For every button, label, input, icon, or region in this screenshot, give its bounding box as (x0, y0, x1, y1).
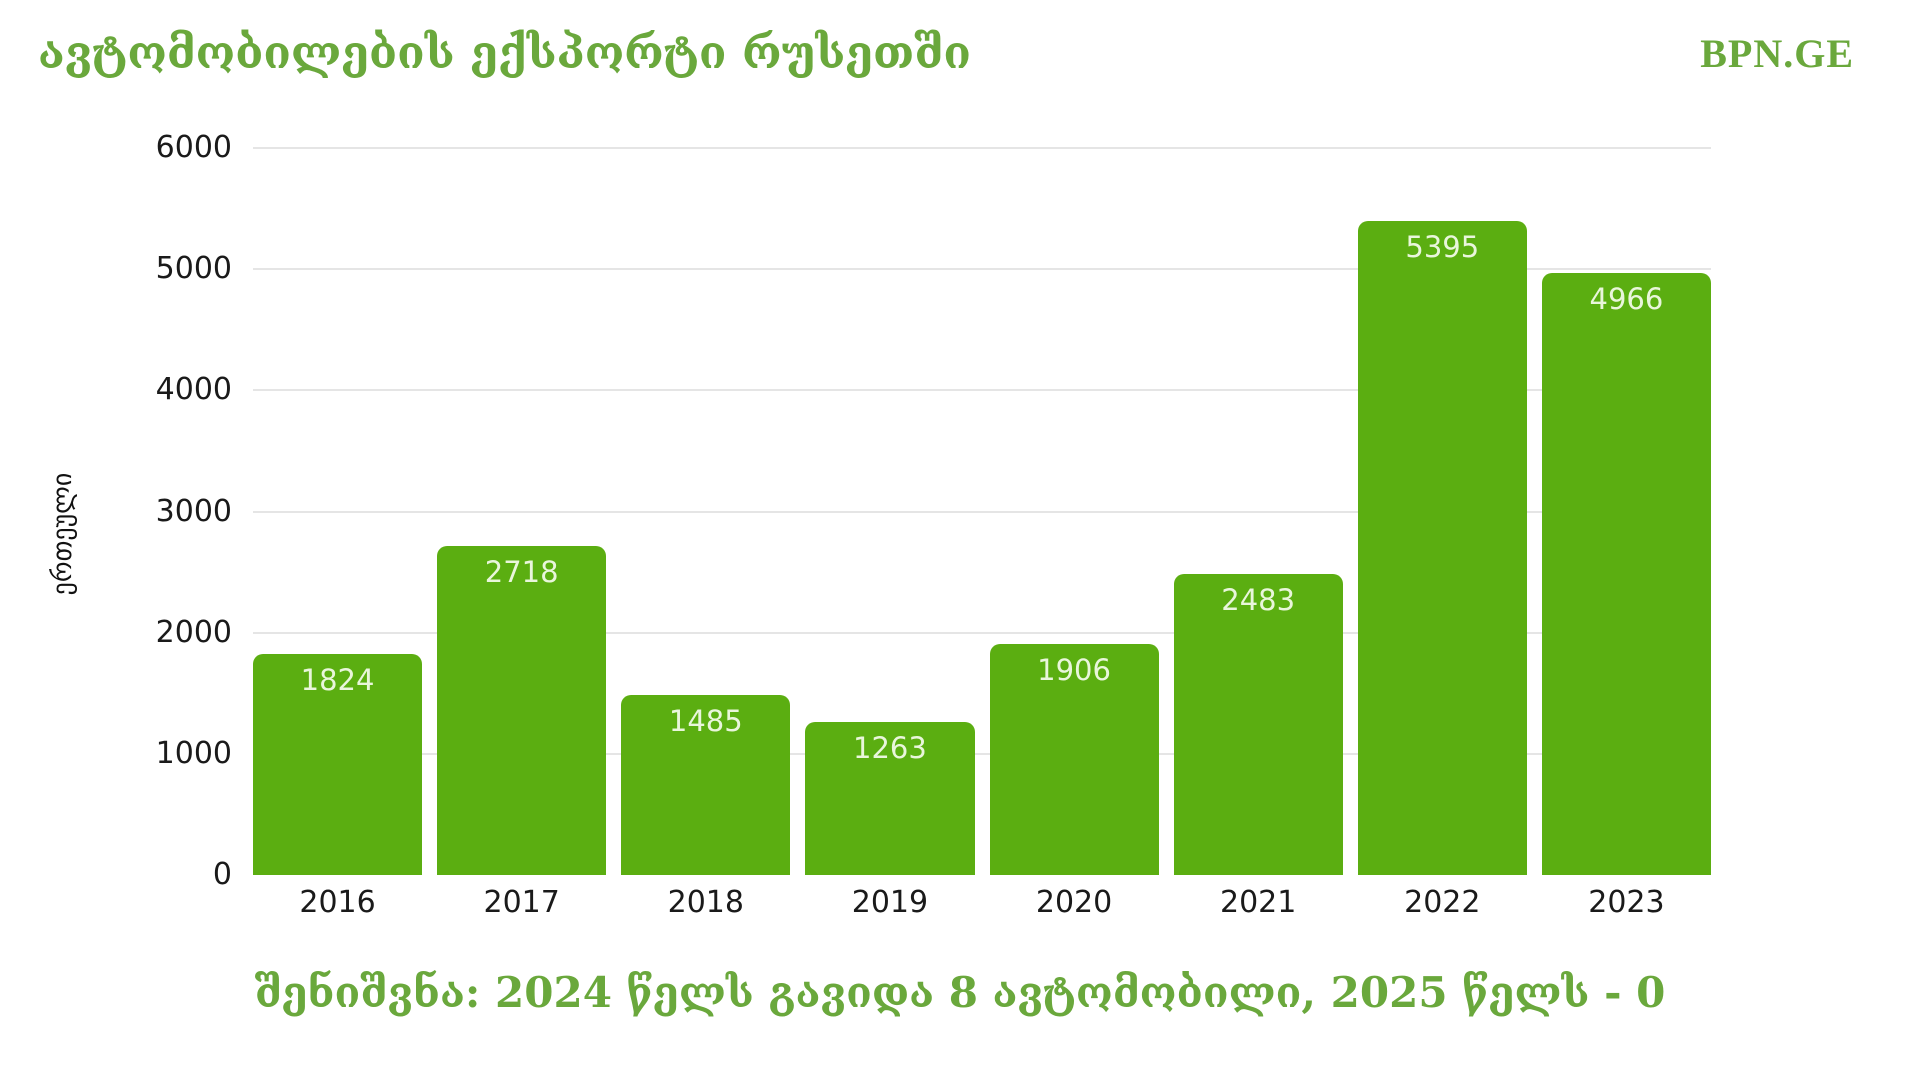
bar: 1263 (805, 721, 975, 875)
gridline (253, 268, 1711, 271)
y-tick-label: 1000 (155, 735, 232, 771)
x-tick-label: 2020 (1035, 885, 1113, 920)
bar-value-label: 1263 (853, 730, 927, 765)
x-tick-label: 2023 (1588, 885, 1665, 920)
y-tick-label: 6000 (155, 130, 232, 165)
bar-value-label: 1824 (300, 663, 375, 697)
y-tick-label: 5000 (155, 251, 232, 287)
bar: 5395 (1357, 221, 1527, 875)
x-tick-label: 2022 (1404, 885, 1481, 920)
bar: 1485 (621, 695, 791, 875)
bar-value-label: 2718 (484, 554, 559, 589)
x-tick-label: 2021 (1220, 885, 1297, 920)
x-tick-label: 2018 (667, 885, 744, 920)
gridline (253, 752, 1711, 755)
y-axis-ticks: 0 1000 2000 3000 4000 5000 6000 (0, 133, 232, 890)
x-tick-label: 2017 (483, 885, 560, 920)
y-tick-label: 0 (212, 857, 232, 892)
brand-logo: BPN.GE (1700, 31, 1854, 76)
bar: 2718 (437, 545, 607, 875)
gridline (253, 510, 1711, 513)
chart-title: ავტომობილების ექსპორტი რუსეთში (38, 26, 971, 79)
bar-value-label: 1485 (668, 704, 743, 739)
bar-value-label: 1906 (1037, 653, 1111, 688)
bar: 4966 (1541, 273, 1711, 875)
gridline (253, 631, 1711, 634)
bar-value-label: 4966 (1589, 282, 1664, 317)
y-tick-label: 2000 (155, 614, 232, 650)
bar-value-label: 2483 (1221, 583, 1296, 618)
y-tick-label: 4000 (155, 372, 232, 408)
footnote: შენიშვნა: 2024 წელს გავიდა 8 ავტომობილი,… (254, 968, 1666, 1017)
gridline (253, 389, 1711, 392)
bar: 1906 (989, 644, 1159, 875)
bar: 1824 (253, 654, 423, 875)
x-tick-label: 2016 (299, 885, 376, 920)
bar-value-label: 5395 (1405, 230, 1480, 265)
gridline (253, 147, 1711, 149)
bar-series: 1824 2718 1485 1263 1906 2483 5395 4966 (253, 148, 1711, 875)
x-tick-label: 2019 (851, 885, 929, 920)
y-tick-label: 3000 (155, 493, 232, 529)
x-axis-ticks: 2016 2017 2018 2019 2020 2021 2022 2023 (253, 885, 1711, 920)
plot-area: 1824 2718 1485 1263 1906 2483 5395 4966 (253, 147, 1711, 875)
bar: 2483 (1173, 574, 1343, 875)
